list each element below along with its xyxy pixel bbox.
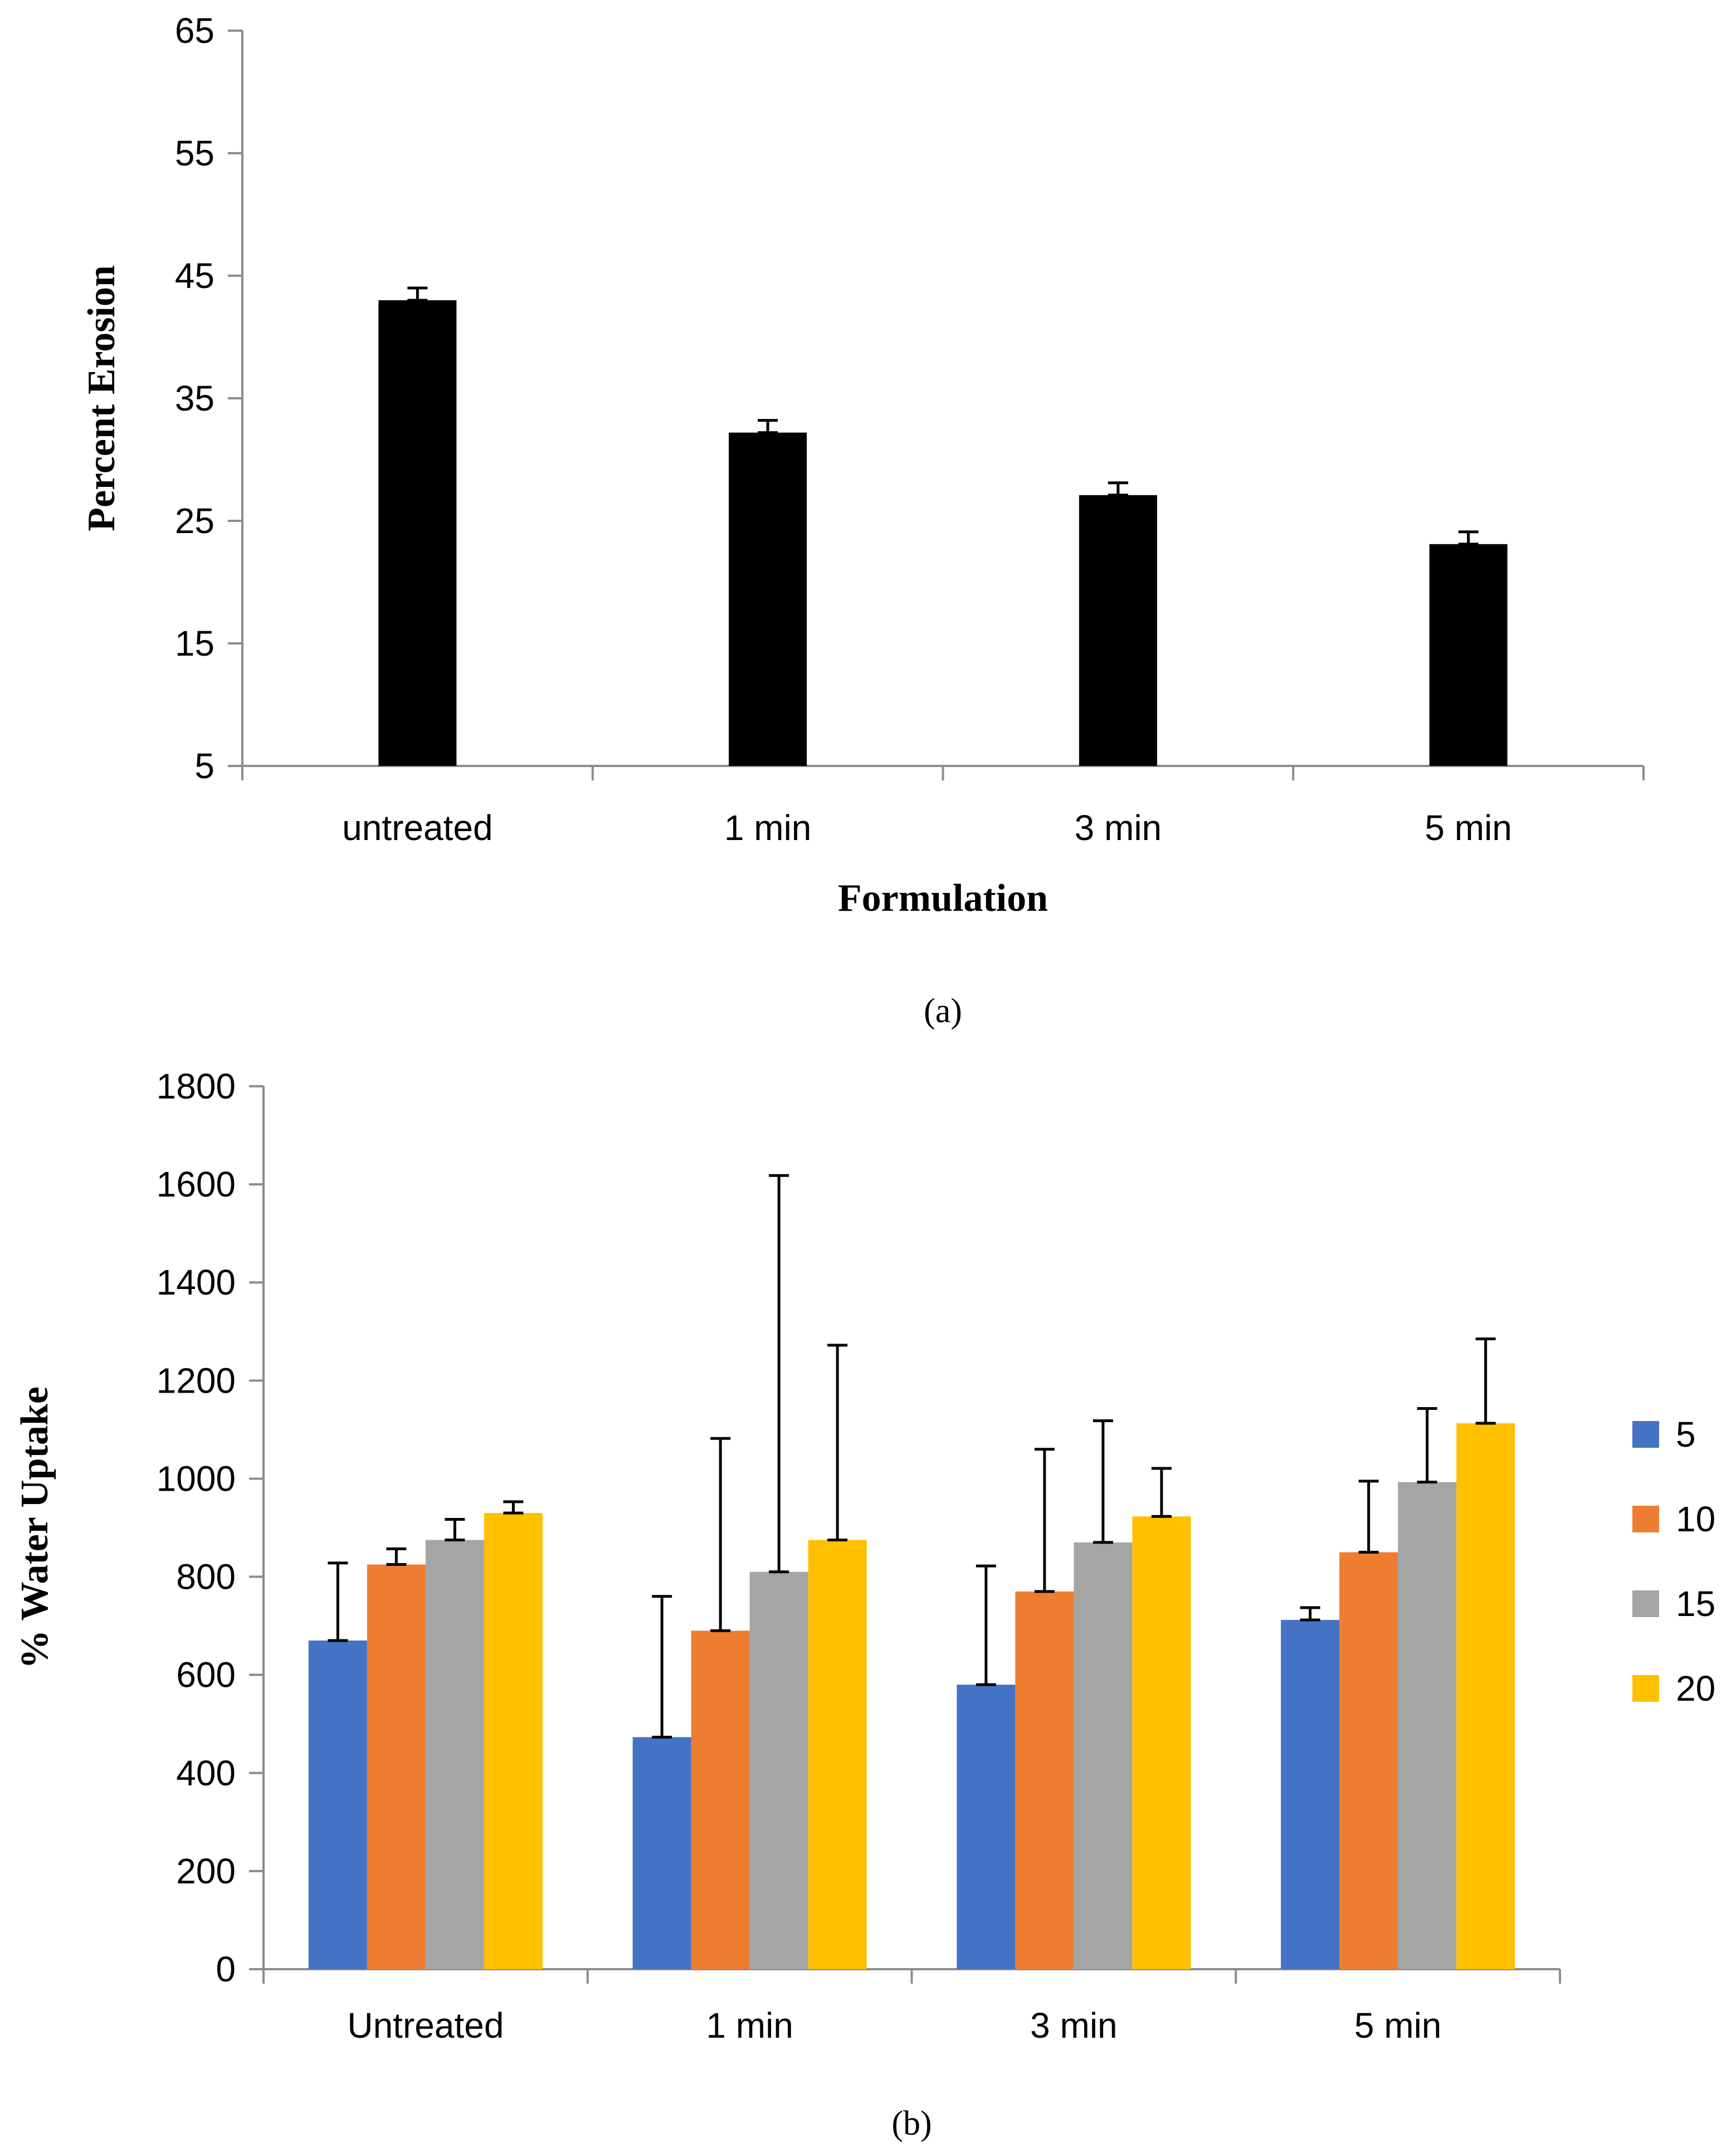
bar [749,1571,808,1969]
bar [1429,544,1508,766]
y-tick-label: 65 [175,11,214,51]
legend-swatch [1632,1506,1659,1532]
x-tick-label: 1 min [706,2005,793,2045]
y-tick-label: 0 [216,1949,236,1989]
y-tick-label: 400 [176,1753,236,1793]
legend-label: 20 [1676,1668,1715,1708]
y-tick-label: 25 [175,501,214,541]
bar [691,1630,750,1969]
y-tick-label: 1400 [157,1262,236,1302]
x-tick-label: 5 min [1354,2005,1442,2045]
legend-swatch [1632,1421,1659,1448]
legend-swatch [1632,1675,1659,1702]
bar [367,1564,426,1969]
y-tick-label: 1000 [157,1458,236,1498]
bar [808,1540,867,1969]
bar [1015,1591,1074,1969]
x-tick-label: Untreated [347,2005,504,2045]
y-axis-title: Percent Erosion [80,265,123,531]
chart-b: 0 200 400 600 800 1000 1200 1400 1600 1800 Untreat… [13,1066,1715,2142]
bar [1281,1620,1340,1969]
bar [1132,1516,1191,1969]
bar [484,1513,543,1969]
bar [1398,1482,1457,1969]
bar [1074,1542,1133,1969]
y-tick-label: 1800 [157,1066,236,1106]
bar [632,1737,691,1969]
bar [378,300,457,766]
y-tick-label: 55 [175,133,214,173]
y-tick-label: 35 [175,378,214,418]
legend-swatch [1632,1590,1659,1617]
bar [1339,1552,1398,1969]
y-tick-label: 800 [176,1557,236,1597]
panel-label: (b) [891,2105,932,2142]
x-axis-title: Formulation [838,877,1048,920]
bar [1079,495,1157,766]
x-tick-label: 5 min [1425,808,1512,848]
x-tick-label: 1 min [724,808,812,848]
bar [425,1540,484,1969]
x-tick-label: 3 min [1075,808,1162,848]
bar [1456,1423,1515,1969]
panel-label: (a) [924,992,962,1030]
x-tick-label: untreated [342,808,492,848]
bar [957,1685,1016,1969]
legend-label: 10 [1676,1499,1715,1539]
y-tick-label: 1600 [157,1164,236,1204]
y-axis-title: % Water Uptake [13,1386,56,1669]
bar [729,432,807,766]
y-tick-label: 1200 [157,1360,236,1400]
y-tick-label: 15 [175,623,214,663]
chart-a: 5 15 25 35 45 55 65 untreated 1 min 3 min 5 min For… [80,11,1645,1030]
y-tick-label: 45 [175,256,214,296]
y-tick-label: 600 [176,1655,236,1695]
bar [308,1641,367,1969]
y-tick-label: 5 [194,746,214,786]
legend-label: 15 [1676,1584,1715,1624]
legend-label: 5 [1676,1414,1696,1454]
x-tick-label: 3 min [1030,2005,1118,2045]
y-tick-label: 200 [176,1851,236,1891]
